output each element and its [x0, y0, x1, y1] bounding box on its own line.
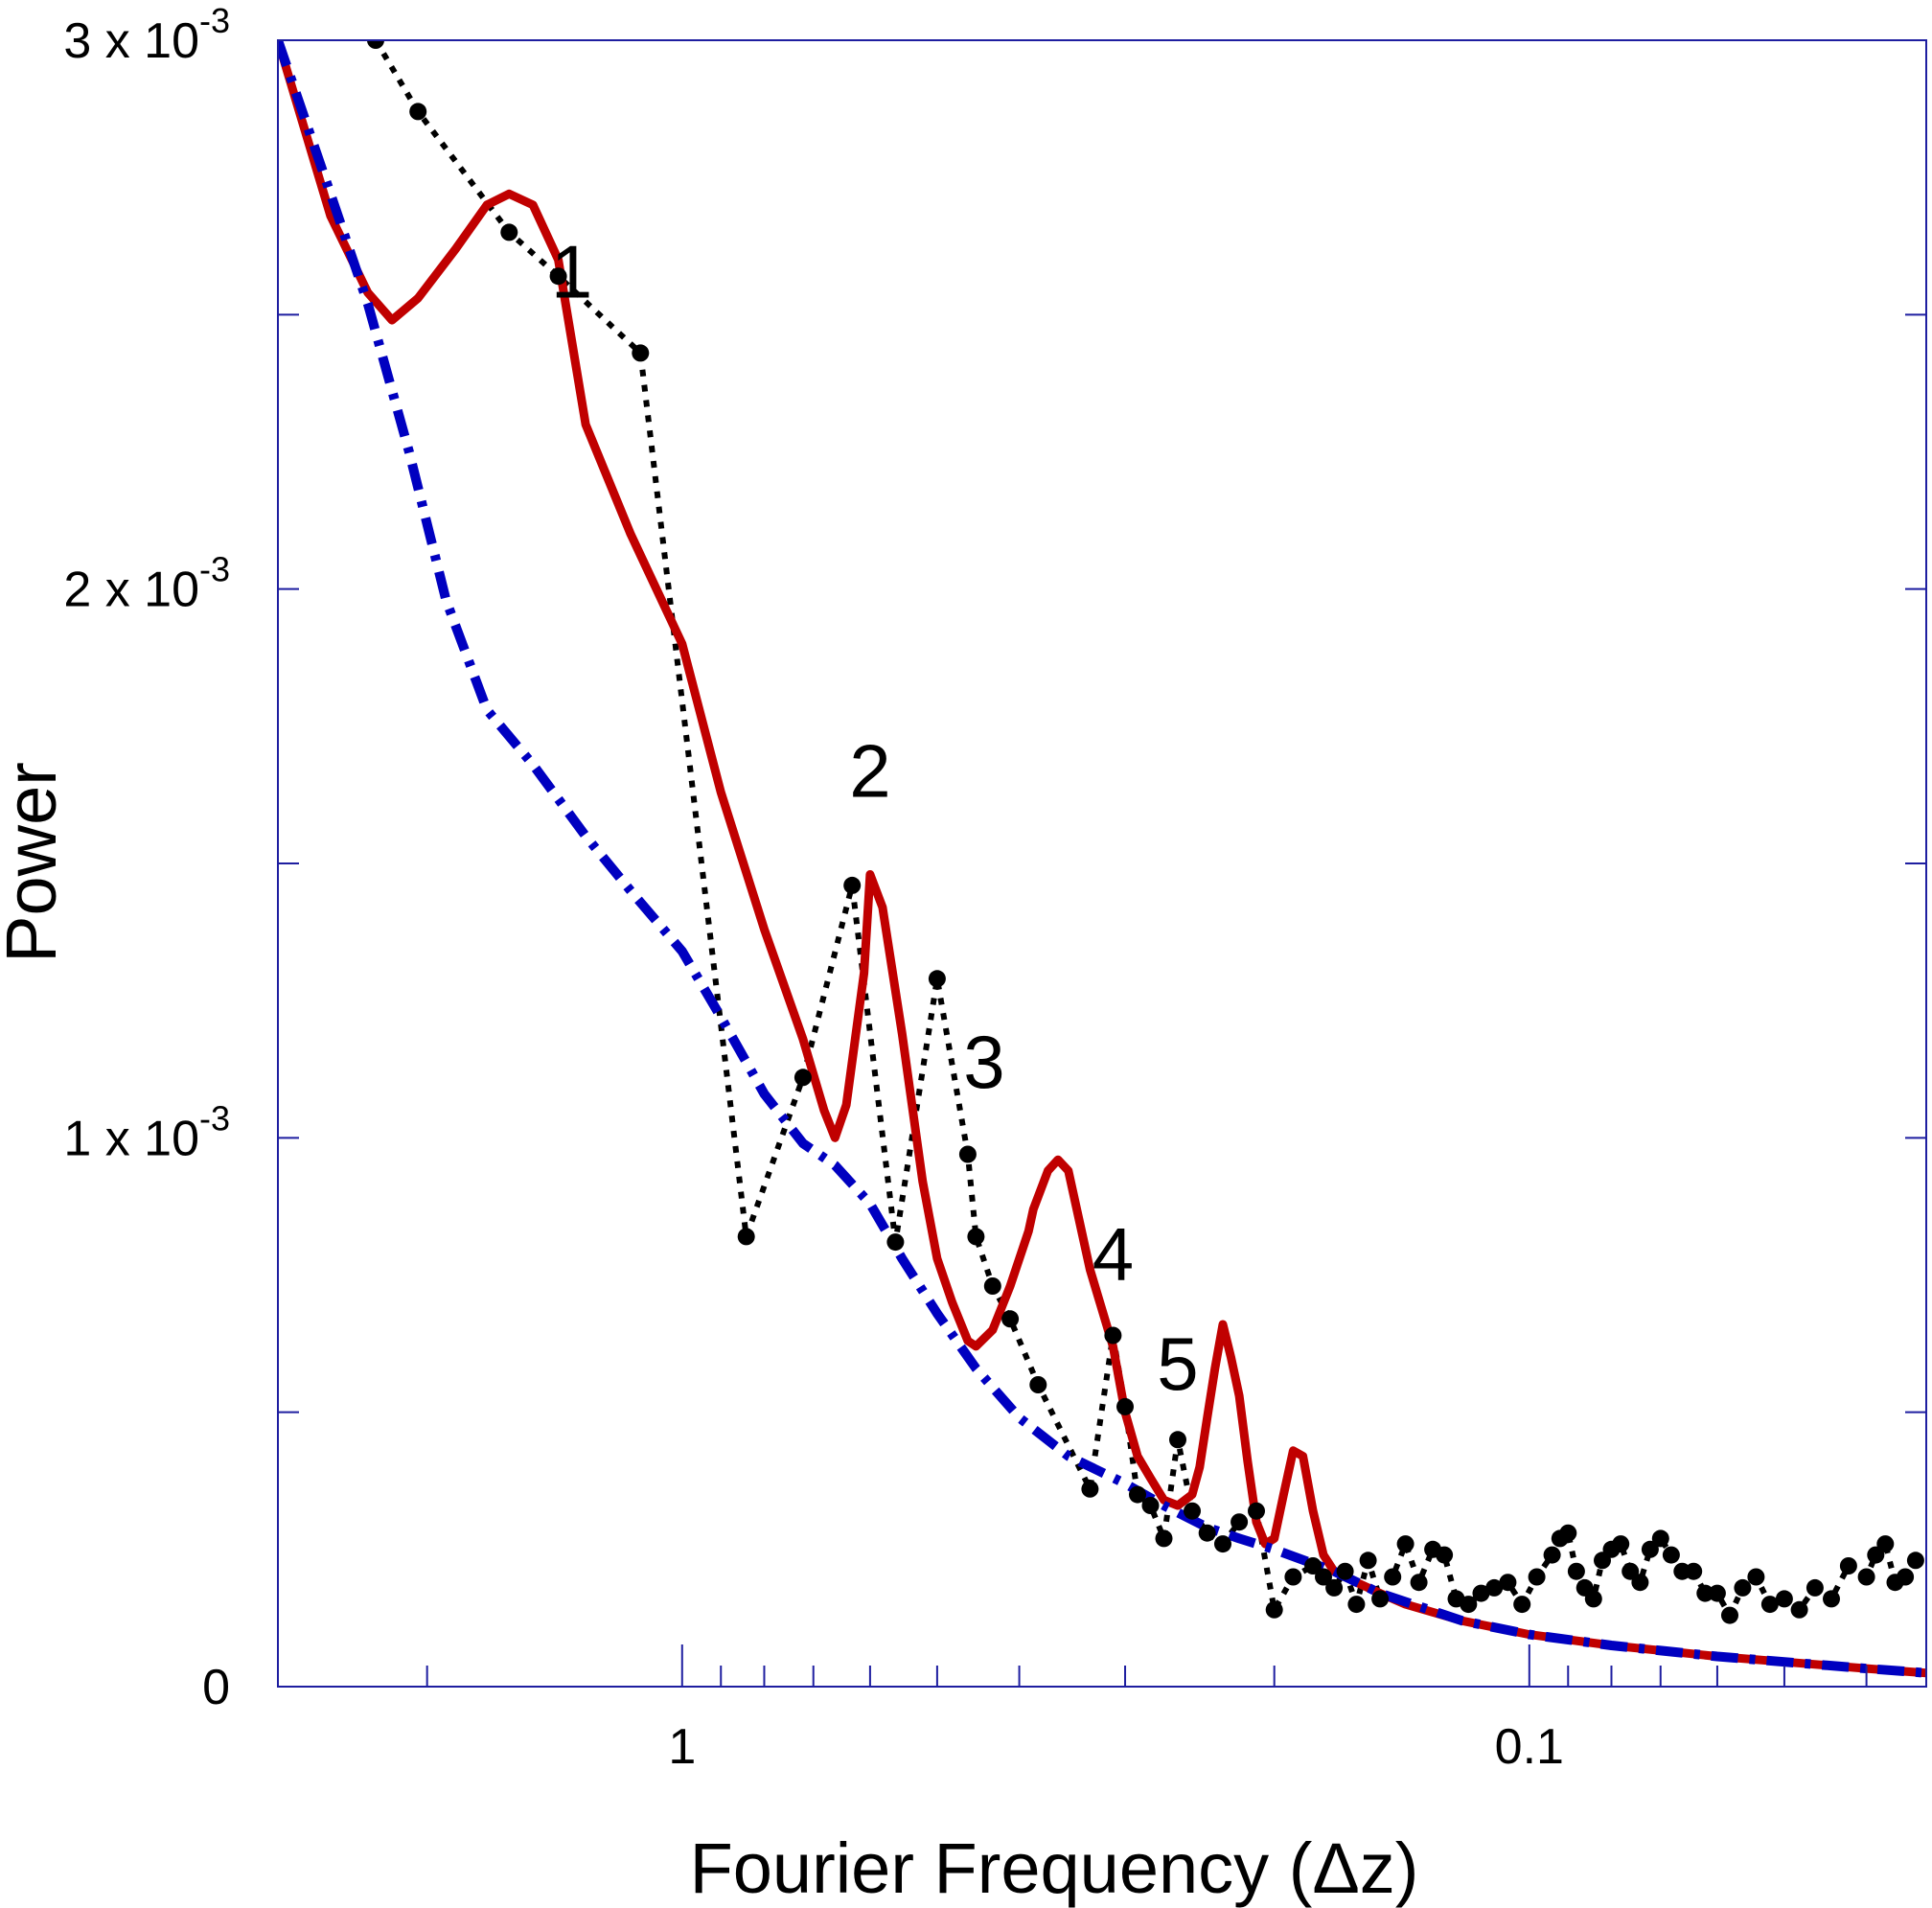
data-point	[1371, 1590, 1390, 1608]
plot-frame	[277, 39, 1927, 1688]
data-point	[1559, 1524, 1577, 1542]
data-point	[1651, 1529, 1669, 1548]
peak-label-2: 2	[849, 729, 890, 814]
data-point	[1543, 1546, 1561, 1564]
annotation-layer: 1 2 3 45	[551, 230, 1199, 1407]
y-tick-label: 2 x 10-3	[63, 550, 230, 618]
data-point	[1775, 1590, 1793, 1608]
data-point	[1436, 1546, 1454, 1564]
data-point	[1823, 1590, 1840, 1608]
data-point	[1906, 1552, 1924, 1570]
data-point	[1747, 1568, 1765, 1586]
y-axis-title: Power	[0, 762, 71, 963]
data-point	[1141, 1497, 1160, 1514]
data-point	[1230, 1513, 1249, 1531]
data-point	[843, 876, 862, 894]
data-point	[958, 1145, 977, 1163]
x-tick-label: 0.1	[1495, 1719, 1564, 1775]
data-point	[1760, 1596, 1779, 1614]
data-point	[1116, 1397, 1134, 1415]
data-point	[1790, 1600, 1808, 1619]
data-point	[1081, 1480, 1099, 1498]
data-point	[1857, 1568, 1875, 1586]
data-point	[967, 1228, 985, 1246]
series-line-dash-dot	[278, 40, 1926, 1678]
data-point	[1622, 1562, 1640, 1580]
data-point	[1708, 1584, 1726, 1602]
data-point	[367, 40, 384, 49]
data-point	[1304, 1557, 1322, 1575]
data-point	[1631, 1574, 1649, 1592]
peak-label-3: 3	[963, 1020, 1004, 1104]
data-point	[1384, 1568, 1402, 1586]
data-point	[1359, 1552, 1377, 1570]
data-point	[1001, 1310, 1020, 1328]
data-point	[1129, 1485, 1146, 1504]
peak-label-5: 5	[1157, 1322, 1198, 1406]
data-point	[1612, 1535, 1630, 1553]
data-point	[1696, 1584, 1714, 1602]
data-point	[1641, 1540, 1659, 1558]
y-tick-label: 0	[202, 1660, 230, 1715]
data-point	[1184, 1502, 1201, 1520]
x-axis-title: Fourier Frequency (Δz)	[690, 1828, 1419, 1908]
data-point	[1685, 1562, 1703, 1580]
data-point	[1396, 1535, 1414, 1553]
data-point	[1248, 1502, 1265, 1520]
data-point	[928, 970, 946, 988]
data-point	[1528, 1568, 1546, 1586]
data-point	[1734, 1578, 1752, 1597]
series-line-solid	[278, 40, 1926, 1678]
series-layer	[278, 40, 1926, 1678]
tick-layer	[277, 313, 1926, 1687]
data-point	[1315, 1568, 1332, 1586]
data-point	[1485, 1578, 1504, 1597]
data-point	[1567, 1562, 1585, 1580]
data-point	[1325, 1578, 1344, 1597]
data-point	[1513, 1596, 1531, 1614]
data-point	[1721, 1606, 1738, 1624]
data-point	[1876, 1535, 1895, 1553]
x-tick-label: 1	[668, 1719, 696, 1775]
data-point	[1806, 1578, 1824, 1597]
data-point	[409, 103, 427, 121]
data-point	[1460, 1596, 1478, 1614]
y-tick-label: 1 x 10-3	[63, 1098, 230, 1166]
data-point	[794, 1069, 812, 1087]
data-point	[1029, 1376, 1047, 1393]
series-line-dotted-markers	[373, 40, 1919, 1619]
data-point	[1214, 1535, 1231, 1553]
data-point	[1265, 1600, 1283, 1619]
marker-layer	[367, 40, 1924, 1624]
y-tick-label: 3 x 10-3	[63, 1, 230, 69]
peak-label-4: 4	[1092, 1212, 1134, 1297]
data-point	[1198, 1524, 1216, 1542]
data-point	[1155, 1529, 1173, 1548]
data-point	[500, 223, 518, 241]
data-point	[632, 344, 650, 362]
data-point	[1336, 1562, 1354, 1580]
data-point	[1584, 1590, 1602, 1608]
data-point	[1472, 1584, 1490, 1602]
data-point	[1839, 1557, 1857, 1575]
data-point	[983, 1277, 1001, 1295]
data-point	[886, 1233, 905, 1252]
data-point	[1284, 1568, 1302, 1586]
peak-label-1: 1	[551, 230, 592, 314]
data-point	[1104, 1326, 1122, 1345]
data-point	[1499, 1574, 1517, 1592]
label-layer: 0 1 x 10-3 2 x 10-3 3 x 10-3 1 0.1	[63, 1, 1564, 1775]
data-point	[1662, 1546, 1680, 1564]
data-point	[1169, 1431, 1186, 1449]
data-point	[1410, 1574, 1428, 1592]
data-point	[737, 1228, 755, 1246]
data-point	[1347, 1596, 1366, 1614]
data-point	[549, 267, 567, 286]
data-point	[1897, 1568, 1915, 1586]
